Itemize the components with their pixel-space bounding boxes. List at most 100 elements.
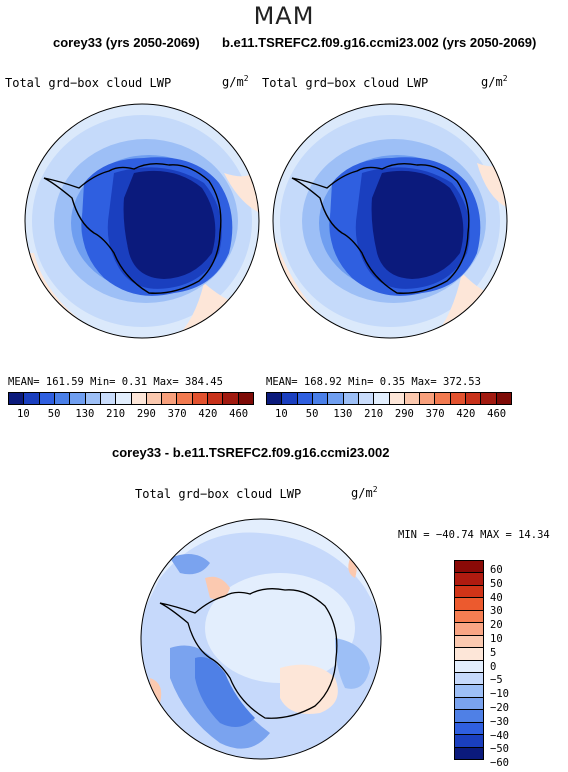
right-polar-map (272, 103, 508, 339)
right-variable-label: Total grd−box cloud LWP (262, 76, 429, 90)
colorbar-swatch (455, 710, 483, 723)
colorbar-swatch (455, 561, 483, 574)
colorbar-swatch (39, 393, 55, 404)
colorbar-tick-label: 460 (487, 408, 507, 420)
diff-colorbar-tick-label: −20 (490, 701, 509, 714)
diff-variable-label: Total grd−box cloud LWP (135, 487, 302, 501)
colorbar-swatch (131, 393, 147, 404)
diff-colorbar-tick-label: −50 (490, 743, 509, 756)
colorbar-tick-label: 290 (136, 408, 156, 420)
colorbar-swatch (466, 393, 482, 404)
right-model-title: b.e11.TSREFC2.f09.g16.ccmi23.002 (yrs 20… (222, 35, 537, 50)
colorbar-swatch (455, 660, 483, 673)
colorbar-tick-label: 370 (167, 408, 187, 420)
colorbar-swatch (455, 573, 483, 586)
diff-colorbar (454, 560, 484, 760)
colorbar-tick-label: 130 (333, 408, 353, 420)
left-model-title: corey33 (yrs 2050-2069) (53, 35, 200, 50)
colorbar-tick-label: 420 (456, 408, 476, 420)
left-colorbar (8, 392, 254, 405)
diff-colorbar-tick-label: 50 (490, 577, 503, 590)
colorbar-swatch (455, 697, 483, 711)
difference-title: corey33 - b.e11.TSREFC2.f09.g16.ccmi23.0… (112, 445, 390, 460)
colorbar-swatch (238, 393, 253, 404)
colorbar-swatch (455, 598, 483, 611)
colorbar-swatch (85, 393, 101, 404)
season-title: MAM (253, 2, 315, 30)
right-stats: MEAN= 168.92 Min= 0.35 Max= 372.53 (266, 376, 481, 388)
colorbar-swatch (455, 648, 483, 661)
colorbar-swatch (481, 393, 497, 404)
colorbar-swatch (223, 393, 239, 404)
colorbar-tick-label: 130 (75, 408, 95, 420)
colorbar-swatch (328, 393, 344, 404)
colorbar-swatch (116, 393, 132, 404)
colorbar-swatch (192, 393, 209, 404)
colorbar-swatch (496, 393, 511, 404)
left-units-label: g/m2 (222, 74, 249, 89)
colorbar-swatch (100, 393, 117, 404)
diff-colorbar-tick-label: 10 (490, 632, 503, 645)
right-colorbar (266, 392, 512, 405)
colorbar-swatch (177, 393, 193, 404)
right-units-label: g/m2 (481, 74, 508, 89)
diff-colorbar-tick-label: 40 (490, 591, 503, 604)
colorbar-swatch (450, 393, 467, 404)
left-stats: MEAN= 161.59 Min= 0.31 Max= 384.45 (8, 376, 223, 388)
colorbar-swatch (455, 585, 483, 599)
colorbar-tick-label: 370 (425, 408, 445, 420)
colorbar-tick-label: 420 (198, 408, 218, 420)
diff-colorbar-ticks: 60 50 40 30 20 10 5 0 −5 −10 −20 −30 −40 −50 −60 (490, 564, 509, 771)
diff-colorbar-tick-label: −30 (490, 715, 509, 728)
colorbar-tick-label: 50 (47, 408, 61, 420)
colorbar-swatch (374, 393, 390, 404)
diff-colorbar-tick-label: 20 (490, 619, 503, 632)
colorbar-swatch (312, 393, 329, 404)
colorbar-swatch (9, 393, 25, 404)
diff-stats: MIN = −40.74 MAX = 14.34 (398, 529, 550, 541)
colorbar-tick-label: 290 (394, 408, 414, 420)
colorbar-swatch (358, 393, 375, 404)
left-colorbar-ticks: 10 50 130 210 290 370 420 460 (8, 408, 254, 420)
diff-colorbar-tick-label: 30 (490, 605, 503, 618)
right-colorbar-ticks: 10 50 130 210 290 370 420 460 (266, 408, 512, 420)
colorbar-swatch (455, 685, 483, 698)
left-variable-label: Total grd−box cloud LWP (5, 76, 172, 90)
diff-colorbar-tick-label: 0 (490, 660, 497, 673)
colorbar-swatch (297, 393, 313, 404)
colorbar-tick-label: 50 (305, 408, 319, 420)
diff-units-label: g/m2 (351, 485, 378, 500)
colorbar-swatch (24, 393, 40, 404)
colorbar-swatch (455, 610, 483, 624)
difference-polar-map (140, 518, 382, 760)
colorbar-swatch (267, 393, 283, 404)
diff-colorbar-tick-label: 60 (490, 564, 503, 576)
colorbar-swatch (455, 672, 483, 686)
colorbar-tick-label: 10 (275, 408, 288, 420)
colorbar-swatch (404, 393, 421, 404)
colorbar-swatch (455, 735, 483, 748)
colorbar-tick-label: 210 (106, 408, 126, 420)
diff-colorbar-tick-label: −10 (490, 688, 509, 701)
colorbar-swatch (282, 393, 298, 404)
left-polar-map (24, 103, 260, 339)
colorbar-swatch (455, 722, 483, 736)
colorbar-swatch (70, 393, 86, 404)
colorbar-swatch (435, 393, 451, 404)
diff-colorbar-tick-label: −60 (490, 757, 509, 770)
colorbar-swatch (146, 393, 163, 404)
colorbar-swatch (420, 393, 436, 404)
diff-colorbar-tick-label: −5 (490, 674, 503, 687)
colorbar-swatch (343, 393, 359, 404)
colorbar-swatch (455, 623, 483, 636)
colorbar-swatch (455, 635, 483, 649)
colorbar-swatch (389, 393, 405, 404)
colorbar-tick-label: 460 (229, 408, 249, 420)
colorbar-swatch (54, 393, 71, 404)
colorbar-swatch (455, 747, 483, 759)
diff-colorbar-tick-label: −40 (490, 729, 509, 742)
colorbar-tick-label: 10 (17, 408, 30, 420)
colorbar-tick-label: 210 (364, 408, 384, 420)
colorbar-swatch (162, 393, 178, 404)
diff-colorbar-tick-label: 5 (490, 646, 497, 659)
